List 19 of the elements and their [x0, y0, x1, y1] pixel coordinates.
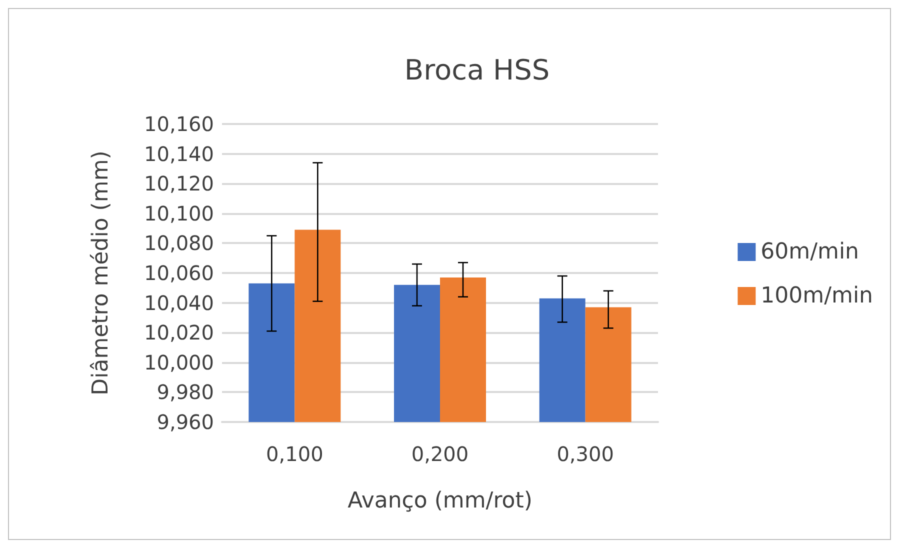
y-tick-label: 10,020 — [144, 320, 214, 345]
y-tick-label: 10,080 — [144, 231, 214, 256]
y-tick-label: 10,120 — [144, 172, 214, 196]
y-tick-label: 9,960 — [156, 410, 214, 434]
legend-label: 100m/min — [760, 284, 874, 308]
y-axis-title: Diâmetro médio (mm) — [88, 150, 114, 396]
y-tick-label: 10,040 — [144, 290, 214, 315]
x-tick-label: 0,100 — [266, 442, 324, 466]
x-axis-title: Avanço (mm/rot) — [348, 488, 532, 514]
y-tick-label: 10,060 — [144, 261, 214, 285]
y-tick-label: 10,100 — [144, 201, 214, 226]
y-tick-label: 10,140 — [144, 142, 214, 166]
y-tick-label: 9,980 — [156, 380, 214, 404]
x-tick-label: 0,300 — [556, 442, 614, 466]
y-tick-label: 10,160 — [144, 112, 214, 136]
y-tick-label: 10,000 — [144, 350, 214, 374]
x-tick-label: 0,200 — [411, 442, 469, 466]
legend-label: 60m/min — [760, 240, 860, 264]
chart-title: Broca HSS — [404, 54, 550, 86]
